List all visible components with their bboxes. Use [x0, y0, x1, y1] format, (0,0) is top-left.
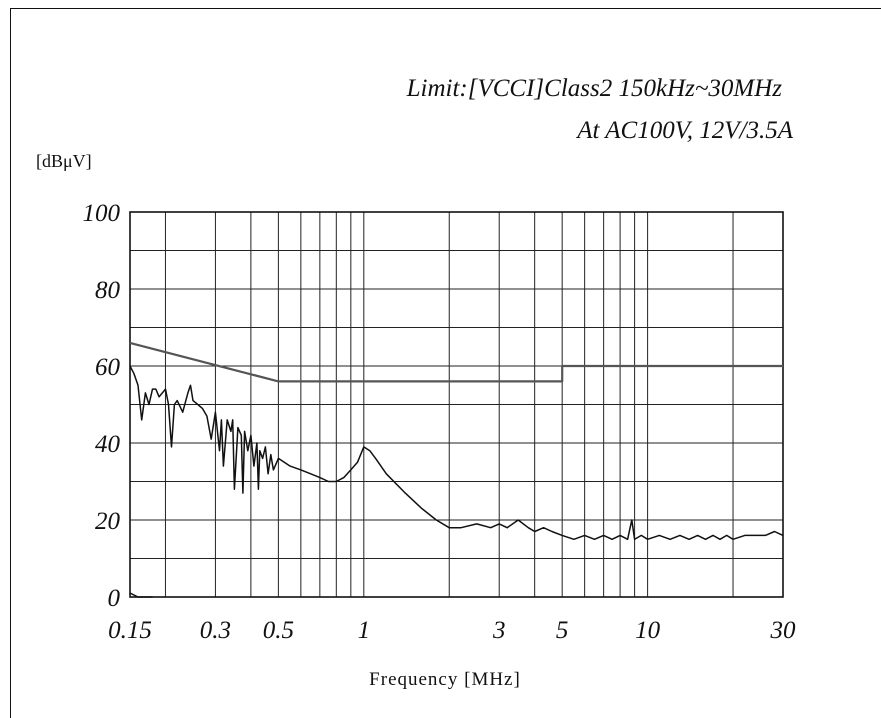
x-tick-label: 3 [492, 617, 506, 644]
chart-title-line2: At AC100V, 12V/3.5A [575, 117, 793, 144]
y-tick-label: 40 [95, 431, 121, 458]
x-tick-label: 10 [635, 617, 661, 644]
x-tick-label: 0.5 [263, 617, 294, 644]
x-tick-labels: 0.15 0.3 0.5 1 3 5 10 30 [108, 617, 796, 644]
baseline-series-line [129, 592, 153, 598]
x-tick-label: 0.3 [200, 617, 231, 644]
y-axis-unit-label: [dBμV] [36, 151, 92, 171]
x-axis-label: Frequency [MHz] [369, 669, 521, 690]
x-tick-label: 0.15 [108, 617, 152, 644]
plot-border [129, 211, 784, 598]
y-tick-labels: 0 20 40 60 80 100 [83, 200, 121, 612]
chart-frame [10, 8, 881, 718]
x-tick-label: 1 [358, 617, 371, 644]
y-tick-label: 80 [95, 277, 121, 304]
grid-lines [130, 212, 783, 597]
y-tick-label: 20 [95, 508, 121, 535]
chart-title-line1: Limit:[VCCI]Class2 150kHz~30MHz [406, 75, 783, 102]
y-tick-label: 100 [83, 200, 121, 227]
limit-series-line [129, 341, 783, 383]
y-tick-label: 0 [108, 585, 121, 612]
x-tick-label: 5 [556, 617, 569, 644]
measured-series-line [129, 365, 784, 541]
x-tick-label: 30 [770, 617, 797, 644]
series-layer [129, 341, 784, 598]
y-tick-label: 60 [95, 354, 121, 381]
